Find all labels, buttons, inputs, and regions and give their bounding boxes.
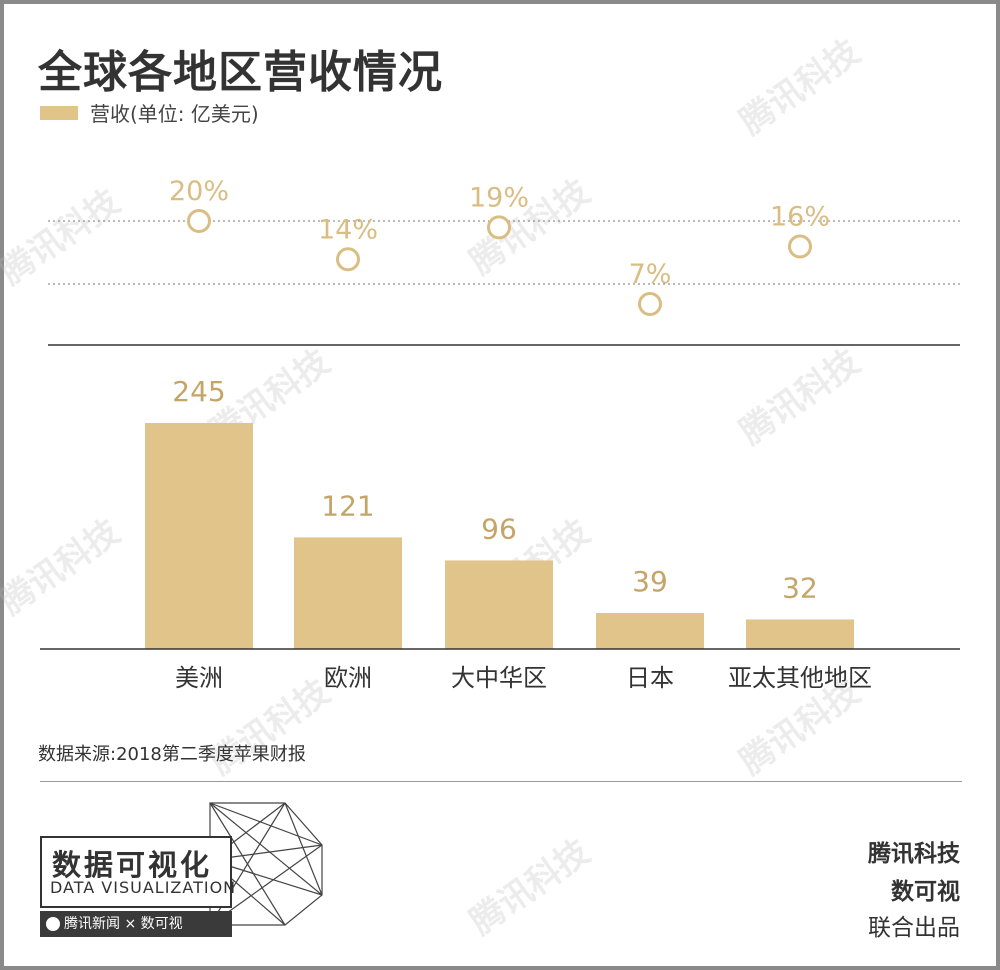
credit-line-1: 腾讯科技 — [868, 841, 960, 867]
growth-label: 14% — [318, 214, 378, 245]
growth-label: 7% — [629, 259, 672, 290]
bar-value-label: 245 — [172, 375, 225, 408]
growth-point — [487, 215, 511, 240]
legend-label: 营收(单位: 亿美元) — [90, 102, 259, 126]
growth-point — [336, 247, 360, 272]
bar-value-label: 121 — [321, 489, 374, 522]
legend: 营收(单位: 亿美元) — [40, 98, 259, 127]
category-label: 美洲 — [175, 664, 223, 692]
bar — [746, 619, 854, 649]
bar-value-label: 96 — [481, 512, 517, 545]
logo-bar-text: 腾讯新闻 × 数可视 — [64, 916, 183, 932]
growth-point — [187, 209, 211, 233]
category-label: 欧洲 — [324, 664, 372, 692]
data-source: 数据来源:2018第二季度苹果财报 — [38, 744, 306, 765]
chart-title: 全球各地区营收情况 — [38, 47, 443, 98]
bar — [596, 613, 704, 649]
logo-subtitle: DATA VISUALIZATION — [50, 878, 237, 897]
logo-title: 数据可视化 — [52, 848, 213, 882]
growth-label: 16% — [770, 202, 830, 233]
category-label: 日本 — [626, 664, 674, 692]
bar-value-label: 32 — [782, 571, 818, 604]
growth-label: 19% — [469, 182, 529, 213]
bar — [294, 537, 402, 649]
bar — [145, 423, 253, 649]
legend-swatch — [40, 105, 78, 120]
category-label: 大中华区 — [451, 664, 547, 692]
bar — [445, 560, 553, 649]
growth-point — [788, 234, 812, 259]
credit-line-3: 联合出品 — [868, 915, 960, 941]
bar-chart: 20% 14% 19% 7% 16% 245 美洲 121 欧洲 96 大中华区 39 日本 32 亚太其他… — [40, 176, 960, 692]
growth-label: 20% — [169, 176, 229, 207]
tencent-news-icon — [46, 917, 60, 931]
logo-bar: 腾讯新闻 × 数可视 — [40, 911, 232, 937]
divider — [40, 781, 962, 782]
credit-line-2: 数可视 — [891, 879, 960, 905]
category-label: 亚太其他地区 — [728, 664, 872, 692]
logo-box — [40, 836, 232, 908]
growth-point — [638, 292, 662, 316]
bar-value-label: 39 — [632, 565, 668, 598]
